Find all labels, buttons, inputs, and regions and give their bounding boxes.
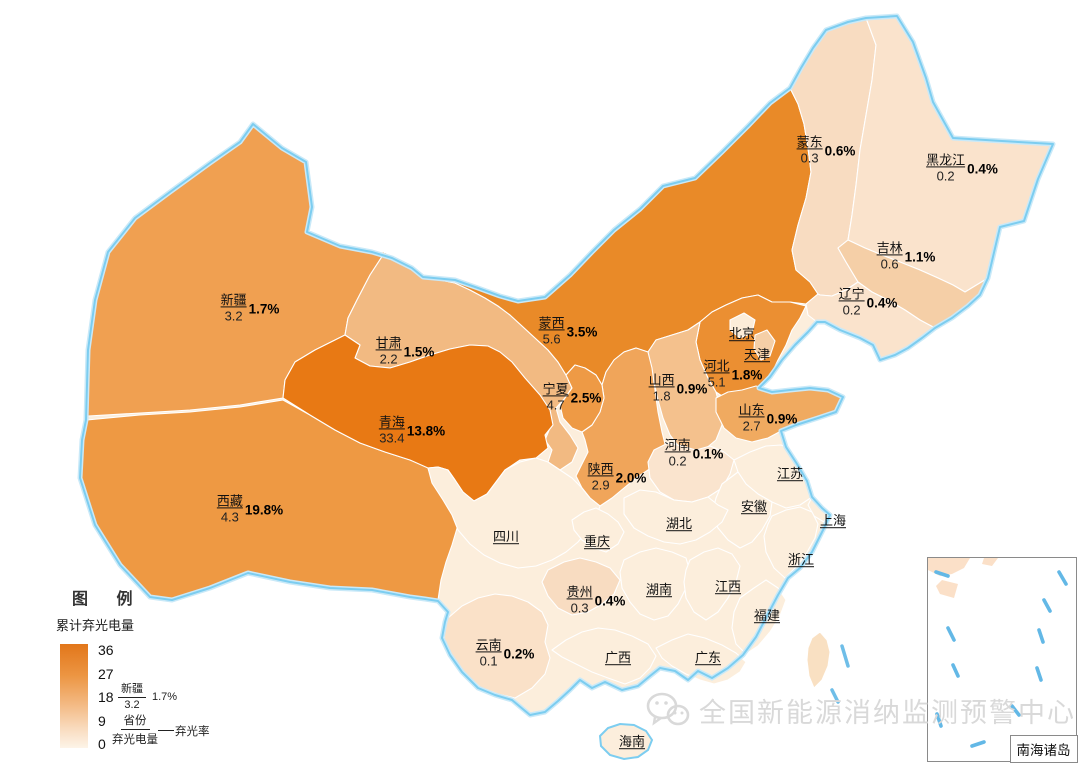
maritime-dashes	[830, 644, 850, 704]
province-shape-zhejiang	[763, 506, 819, 579]
coastline	[79, 15, 1054, 716]
province-shape-hubei	[623, 489, 729, 545]
legend-title: 图 例	[72, 591, 145, 608]
province-shape-ningxia	[559, 364, 605, 433]
legend-tick-9: 9	[98, 712, 106, 729]
legend-ticks: 36 27 18 9 0	[98, 642, 128, 752]
legend-example-rate: 1.7%	[152, 690, 178, 703]
hainan-coastline	[598, 722, 654, 761]
inset-coast-land-3	[982, 558, 998, 566]
nine-dash-line	[934, 570, 1068, 748]
province-shape-hunan	[619, 547, 691, 621]
province-shape-heilongjiang	[847, 15, 1054, 293]
province-shape-guizhou	[541, 557, 621, 616]
taiwan-island	[806, 631, 831, 689]
legend: 图 例 累计弃光电量 36 27 18 9 0	[56, 585, 226, 754]
legend-tick-0: 0	[98, 736, 106, 752]
legend-example: 新疆 3.2 1.7%	[118, 680, 177, 711]
province-shape-fujian	[731, 579, 787, 655]
legend-example-province: 新疆	[118, 680, 146, 698]
legend-tick-27: 27	[98, 665, 114, 682]
province-shape-shaanxi	[575, 347, 667, 507]
legend-formula-rate-label: 弃光率	[175, 725, 210, 738]
province-shape-sichuan	[427, 457, 601, 569]
province-shape-anhui	[711, 471, 773, 549]
legend-formula: 省份 弃光电量 弃光率	[112, 712, 210, 747]
province-shape-chongqing	[571, 507, 625, 553]
legend-example-value: 3.2	[124, 699, 140, 711]
inset-coast-land	[928, 558, 970, 576]
legend-scale: 36 27 18 9 0	[56, 642, 226, 754]
legend-formula-bottom: 弃光电量	[112, 734, 158, 746]
legend-formula-top: 省份	[120, 712, 150, 730]
province-shape-yunnan	[443, 593, 551, 699]
inset-map	[928, 558, 1068, 748]
legend-tick-18: 18	[98, 689, 114, 705]
inset-coast-land-2	[936, 580, 958, 598]
province-shape-beijing	[729, 312, 756, 339]
south-china-sea-inset: 南海诸岛	[927, 557, 1078, 763]
legend-gradient-bar	[60, 644, 88, 748]
province-shapes	[79, 15, 1054, 760]
province-shape-jiangxi	[683, 547, 741, 621]
inset-label: 南海诸岛	[1009, 734, 1078, 763]
province-shape-tianjin	[753, 329, 776, 361]
legend-tick-36: 36	[98, 642, 114, 658]
province-shape-guangxi	[551, 627, 657, 685]
legend-subtitle: 累计弃光电量	[56, 618, 135, 633]
